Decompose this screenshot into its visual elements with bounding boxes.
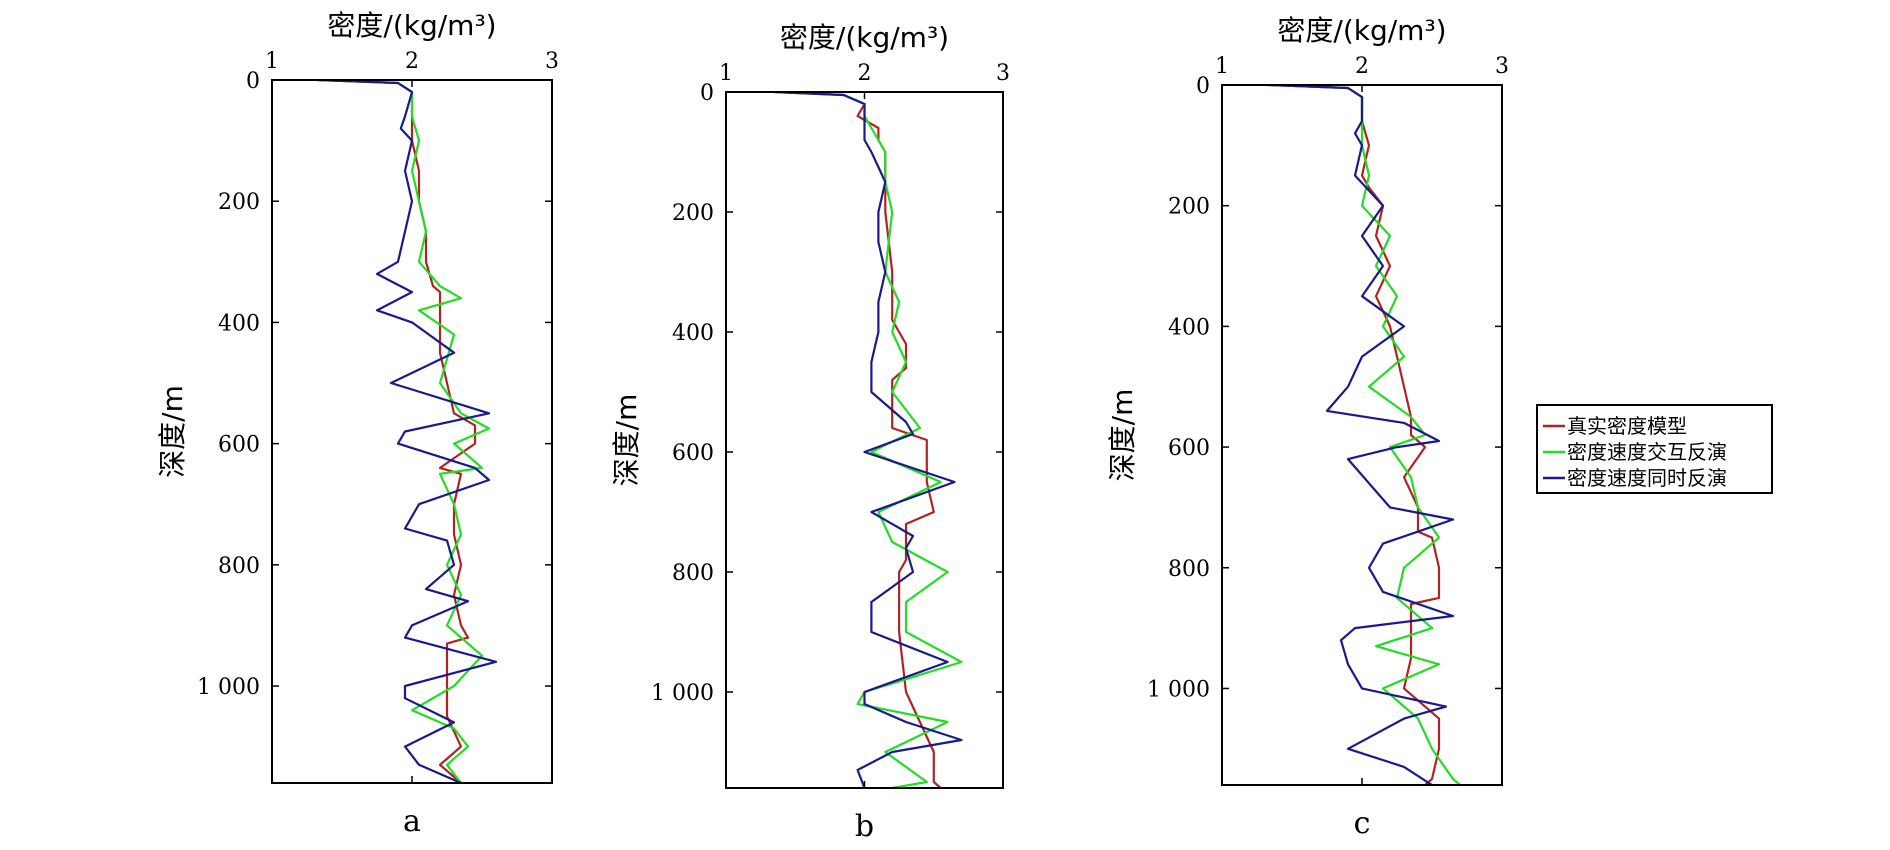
y-tick-label: 200 (672, 201, 714, 226)
y-tick-label: 800 (672, 561, 714, 586)
series-line-1 (318, 80, 477, 783)
y-axis-title: 深度/m (156, 385, 189, 478)
panel-label: c (1354, 806, 1371, 841)
x-tick-label: 2 (1355, 54, 1369, 79)
series-group (318, 80, 498, 783)
x-tick-label: 1 (719, 61, 733, 86)
panel-a: 1 2 3 0 200 400 600 800 1 000 密度/(kg/m³) 深度/m a (156, 9, 559, 839)
series-line-2 (774, 92, 963, 788)
y-axis-title: 深度/m (1106, 389, 1139, 482)
panels-group: 1 2 3 0 200 400 600 800 1 000 密度/(kg/m³) 深度/m a 1 2 3 0… (156, 9, 1509, 844)
x-axis-title: 密度/(kg/m³) (327, 9, 496, 42)
x-axis-title: 密度/(kg/m³) (1277, 14, 1446, 47)
y-axis-title: 深度/m (610, 394, 643, 487)
y-tick-label: 600 (218, 433, 260, 458)
series-line-3 (1268, 85, 1455, 785)
series-line-3 (318, 80, 498, 783)
y-tick-label: 600 (1168, 436, 1210, 461)
y-tick-label: 0 (246, 69, 260, 94)
y-tick-label: 400 (218, 311, 260, 336)
y-tick-label: 0 (1196, 74, 1210, 99)
series-line-1 (774, 92, 942, 788)
series-line-1 (1268, 85, 1441, 785)
y-tick-label: 1 000 (1147, 677, 1210, 702)
y-tick-label: 800 (1168, 557, 1210, 582)
y-tick-label: 0 (700, 81, 714, 106)
series-line-2 (1268, 85, 1461, 785)
plot-frame (725, 91, 1004, 789)
x-tick-label: 2 (405, 49, 419, 74)
legend-entry-label: 密度速度交互反演 (1567, 440, 1727, 464)
y-tick-label: 1 000 (197, 675, 260, 700)
y-tick-label: 1 000 (651, 681, 714, 706)
panel-label: b (855, 809, 874, 844)
x-axis-title: 密度/(kg/m³) (780, 21, 949, 54)
x-tick-label: 1 (265, 49, 279, 74)
plot-frame (1221, 84, 1503, 786)
legend-entry-label: 密度速度同时反演 (1567, 466, 1727, 490)
x-tick-label: 3 (545, 49, 559, 74)
y-tick-label: 800 (218, 554, 260, 579)
y-tick-label: 200 (218, 190, 260, 215)
y-tick-label: 600 (672, 441, 714, 466)
x-tick-label: 3 (996, 61, 1010, 86)
panel-label: a (403, 804, 421, 839)
x-tick-label: 2 (858, 61, 872, 86)
series-group (774, 92, 963, 788)
x-tick-label: 3 (1495, 54, 1509, 79)
y-tick-label: 400 (1168, 315, 1210, 340)
x-tick-label: 1 (1215, 54, 1229, 79)
series-group (1268, 85, 1461, 785)
legend-entry-label: 真实密度模型 (1567, 414, 1687, 438)
series-line-2 (318, 80, 491, 783)
y-tick-label: 400 (672, 321, 714, 346)
plot-frame (271, 79, 553, 784)
y-tick-label: 200 (1168, 195, 1210, 220)
series-line-3 (774, 92, 963, 788)
panel-b: 1 2 3 0 200 400 600 800 1 000 密度/(kg/m³) 深度/m b (610, 21, 1010, 844)
panel-c: 1 2 3 0 200 400 600 800 1 000 密度/(kg/m³) 深度/m c (1106, 14, 1509, 841)
legend-box (1536, 404, 1773, 494)
